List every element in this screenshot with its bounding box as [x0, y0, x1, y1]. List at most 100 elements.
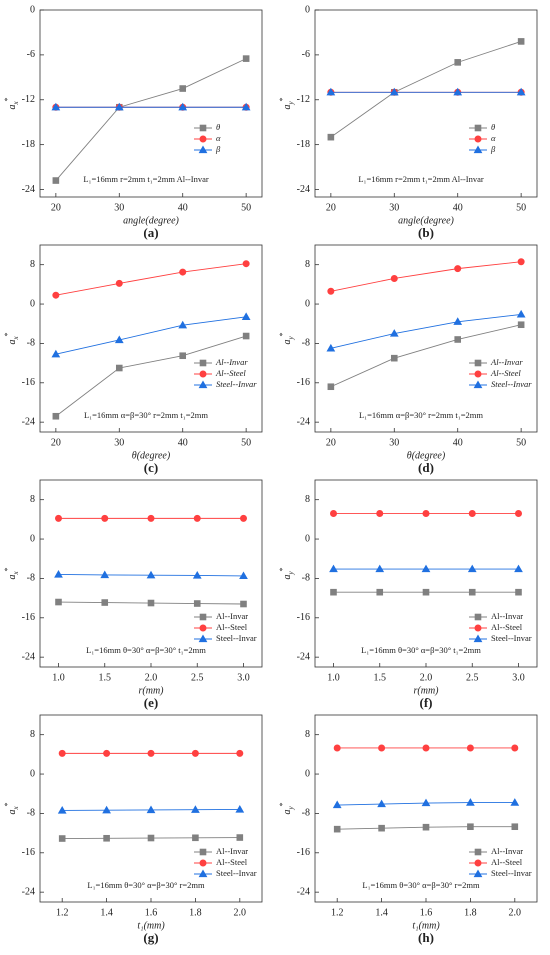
legend-label: Steel--Invar [216, 868, 257, 878]
annotation: L₁=16mm θ=30° α=β=30° r=2mm [87, 880, 205, 890]
data-point [147, 749, 155, 757]
data-point [422, 744, 430, 752]
data-point [327, 287, 335, 295]
y-label-sub: y [287, 336, 295, 341]
data-point [146, 805, 156, 814]
x-tick-label: 2.5 [191, 672, 204, 683]
annotation: L₁=16mm r=2mm t₁=2mm Al--Invar [358, 174, 484, 184]
x-tick-label: 30 [389, 202, 399, 213]
data-point [454, 59, 462, 66]
data-point [467, 564, 477, 573]
panel: -24 -16 -8 0 8 1.2 1.4 1.6 1.8 2.0 t₁(mm) ax* (g) Al-… [3, 714, 263, 945]
data-point [146, 570, 156, 579]
legend-marker [198, 145, 208, 154]
y-tick-label: -6 [27, 49, 35, 60]
y-tick-label: -12 [297, 94, 310, 105]
x-tick-label: 50 [516, 202, 526, 213]
y-tick-label: -8 [302, 338, 310, 349]
data-point [241, 102, 251, 111]
legend-label: α [491, 133, 496, 143]
data-point [517, 258, 525, 266]
data-point [378, 824, 385, 832]
legend-marker [474, 359, 482, 367]
legend-label: Al--Steel [491, 622, 523, 632]
y-label-base: a [282, 575, 293, 580]
x-tick-label: 20 [326, 202, 336, 213]
y-tick-label: 8 [30, 494, 35, 505]
data-point [147, 834, 155, 842]
data-point [241, 312, 251, 320]
y-tick-label: 0 [30, 533, 35, 544]
data-point [147, 514, 155, 522]
data-point [103, 749, 111, 757]
y-tick-label: 0 [30, 4, 35, 15]
y-tick-label: -18 [22, 139, 35, 150]
data-point [421, 564, 431, 573]
data-point [235, 804, 245, 813]
caption: (f) [420, 695, 433, 710]
x-tick-label: 2.0 [420, 672, 433, 683]
legend-marker [199, 859, 207, 867]
x-tick-label: 40 [178, 437, 188, 448]
data-point [422, 509, 430, 517]
y-axis-label: ax* [3, 567, 20, 579]
data-point [327, 133, 335, 141]
x-tick-label: 2.0 [509, 907, 522, 918]
y-tick-label: -8 [302, 808, 310, 819]
y-label-base: a [282, 340, 293, 345]
data-point [179, 85, 187, 92]
series-line [330, 313, 522, 349]
legend-label: Al--Steel [216, 857, 248, 867]
data-point [192, 834, 199, 842]
x-tick-label: 2.0 [145, 672, 158, 683]
y-tick-label: -16 [297, 847, 310, 858]
data-point [510, 798, 520, 806]
data-point [422, 823, 430, 831]
data-point [178, 320, 188, 329]
y-label-base: a [7, 105, 18, 110]
legend-marker [474, 135, 482, 143]
x-tick-label: 50 [516, 437, 526, 448]
data-point [55, 598, 62, 606]
x-tick-label: 40 [453, 202, 463, 213]
y-label-base: a [7, 340, 18, 345]
y-label-sub: x [12, 336, 20, 341]
data-point [103, 834, 110, 842]
x-tick-label: 20 [51, 202, 61, 213]
data-point [454, 265, 462, 273]
series-line [55, 58, 247, 181]
legend-marker [199, 613, 207, 621]
data-point [467, 823, 474, 831]
panel: -24 -16 -8 0 8 1.2 1.4 1.6 1.8 2.0 t₁(mm) ay* (h) Al-… [278, 714, 538, 945]
y-label-sub: x [12, 571, 20, 576]
data-point [332, 800, 342, 809]
y-label-sub: y [287, 571, 295, 576]
data-point [422, 588, 430, 596]
legend-marker [199, 359, 207, 367]
data-point [179, 268, 187, 276]
y-tick-label: -6 [302, 49, 310, 60]
y-label-sub: x [12, 806, 20, 811]
legend-label: α [216, 133, 221, 143]
data-point [389, 87, 399, 96]
data-point [390, 274, 398, 282]
legend-marker [473, 145, 483, 154]
x-tick-label: 1.5 [99, 672, 112, 683]
y-label-sub: y [287, 806, 295, 811]
legend-marker [474, 124, 482, 132]
data-point [240, 514, 247, 522]
x-axis-label: θ(degree) [407, 450, 446, 461]
legend-label: Steel--Invar [491, 868, 532, 878]
data-point [326, 87, 336, 96]
y-tick-label: 8 [305, 494, 310, 505]
data-point [390, 354, 398, 362]
legend-label: Al--Steel [490, 368, 521, 378]
x-axis-label: t₁(mm) [412, 920, 440, 931]
legend-marker [474, 613, 482, 621]
data-point [511, 823, 519, 831]
y-tick-label: -24 [22, 886, 35, 897]
data-point [57, 805, 67, 814]
data-point [516, 309, 526, 318]
y-tick-label: 0 [305, 768, 310, 779]
x-tick-label: 40 [453, 437, 463, 448]
